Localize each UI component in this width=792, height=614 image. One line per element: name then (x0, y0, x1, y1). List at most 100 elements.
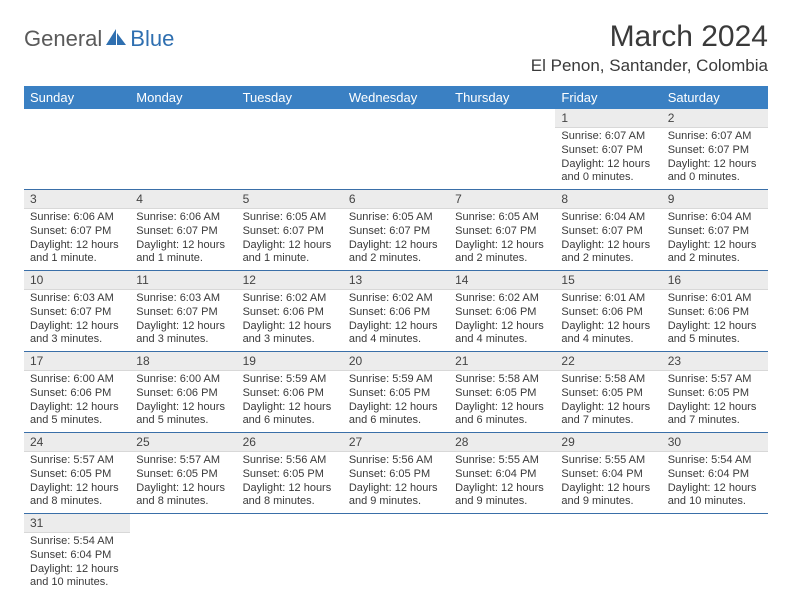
daylight-text: Daylight: 12 hours and 0 minutes. (561, 158, 655, 186)
sunrise-text: Sunrise: 6:01 AM (668, 292, 762, 306)
day-number: 1 (555, 109, 661, 128)
sunrise-text: Sunrise: 6:00 AM (30, 373, 124, 387)
sunset-text: Sunset: 6:06 PM (455, 306, 549, 320)
sunrise-text: Sunrise: 6:07 AM (561, 130, 655, 144)
day-number (555, 514, 661, 532)
sunset-text: Sunset: 6:07 PM (561, 225, 655, 239)
day-number: 26 (237, 433, 343, 452)
calendar-day-cell: 18Sunrise: 6:00 AMSunset: 6:06 PMDayligh… (130, 352, 236, 433)
daylight-text: Daylight: 12 hours and 6 minutes. (349, 401, 443, 429)
day-number (449, 109, 555, 127)
calendar-week-row: 3Sunrise: 6:06 AMSunset: 6:07 PMDaylight… (24, 190, 768, 271)
sunset-text: Sunset: 6:04 PM (30, 549, 124, 563)
weekday-header: Wednesday (343, 86, 449, 109)
sunset-text: Sunset: 6:07 PM (30, 306, 124, 320)
daylight-text: Daylight: 12 hours and 1 minute. (243, 239, 337, 267)
day-number (130, 514, 236, 532)
day-number: 13 (343, 271, 449, 290)
day-number: 22 (555, 352, 661, 371)
calendar-day-cell (343, 109, 449, 190)
day-number (237, 109, 343, 127)
daylight-text: Daylight: 12 hours and 5 minutes. (136, 401, 230, 429)
weekday-header: Tuesday (237, 86, 343, 109)
daylight-text: Daylight: 12 hours and 2 minutes. (455, 239, 549, 267)
daylight-text: Daylight: 12 hours and 1 minute. (30, 239, 124, 267)
day-number: 25 (130, 433, 236, 452)
sunrise-text: Sunrise: 5:57 AM (30, 454, 124, 468)
weekday-header: Saturday (662, 86, 768, 109)
sunrise-text: Sunrise: 6:04 AM (561, 211, 655, 225)
calendar-day-cell (24, 109, 130, 190)
daylight-text: Daylight: 12 hours and 5 minutes. (30, 401, 124, 429)
day-details: Sunrise: 5:57 AMSunset: 6:05 PMDaylight:… (24, 452, 130, 513)
day-number: 6 (343, 190, 449, 209)
sunrise-text: Sunrise: 5:59 AM (243, 373, 337, 387)
daylight-text: Daylight: 12 hours and 9 minutes. (455, 482, 549, 510)
sunrise-text: Sunrise: 5:59 AM (349, 373, 443, 387)
day-details: Sunrise: 6:06 AMSunset: 6:07 PMDaylight:… (24, 209, 130, 270)
daylight-text: Daylight: 12 hours and 3 minutes. (136, 320, 230, 348)
sunrise-text: Sunrise: 5:58 AM (561, 373, 655, 387)
calendar-day-cell: 23Sunrise: 5:57 AMSunset: 6:05 PMDayligh… (662, 352, 768, 433)
daylight-text: Daylight: 12 hours and 3 minutes. (243, 320, 337, 348)
calendar-week-row: 1Sunrise: 6:07 AMSunset: 6:07 PMDaylight… (24, 109, 768, 190)
daylight-text: Daylight: 12 hours and 6 minutes. (243, 401, 337, 429)
daylight-text: Daylight: 12 hours and 0 minutes. (668, 158, 762, 186)
sunset-text: Sunset: 6:07 PM (668, 144, 762, 158)
calendar-day-cell: 11Sunrise: 6:03 AMSunset: 6:07 PMDayligh… (130, 271, 236, 352)
calendar-day-cell: 3Sunrise: 6:06 AMSunset: 6:07 PMDaylight… (24, 190, 130, 271)
logo-text-general: General (24, 26, 102, 52)
sunrise-text: Sunrise: 6:07 AM (668, 130, 762, 144)
day-details: Sunrise: 6:00 AMSunset: 6:06 PMDaylight:… (24, 371, 130, 432)
day-details: Sunrise: 6:02 AMSunset: 6:06 PMDaylight:… (343, 290, 449, 351)
sunrise-text: Sunrise: 6:06 AM (30, 211, 124, 225)
calendar-day-cell: 30Sunrise: 5:54 AMSunset: 6:04 PMDayligh… (662, 433, 768, 514)
day-details: Sunrise: 6:04 AMSunset: 6:07 PMDaylight:… (555, 209, 661, 270)
day-details: Sunrise: 5:59 AMSunset: 6:06 PMDaylight:… (237, 371, 343, 432)
sunrise-text: Sunrise: 6:01 AM (561, 292, 655, 306)
calendar-day-cell: 17Sunrise: 6:00 AMSunset: 6:06 PMDayligh… (24, 352, 130, 433)
day-number: 16 (662, 271, 768, 290)
day-number: 20 (343, 352, 449, 371)
day-number: 5 (237, 190, 343, 209)
calendar-day-cell: 31Sunrise: 5:54 AMSunset: 6:04 PMDayligh… (24, 514, 130, 595)
day-details: Sunrise: 5:57 AMSunset: 6:05 PMDaylight:… (130, 452, 236, 513)
sunset-text: Sunset: 6:05 PM (243, 468, 337, 482)
daylight-text: Daylight: 12 hours and 8 minutes. (30, 482, 124, 510)
calendar-day-cell: 4Sunrise: 6:06 AMSunset: 6:07 PMDaylight… (130, 190, 236, 271)
sunrise-text: Sunrise: 6:05 AM (243, 211, 337, 225)
calendar-day-cell: 22Sunrise: 5:58 AMSunset: 6:05 PMDayligh… (555, 352, 661, 433)
sunrise-text: Sunrise: 6:03 AM (30, 292, 124, 306)
day-number (24, 109, 130, 127)
day-details: Sunrise: 6:05 AMSunset: 6:07 PMDaylight:… (237, 209, 343, 270)
daylight-text: Daylight: 12 hours and 2 minutes. (668, 239, 762, 267)
calendar-day-cell: 29Sunrise: 5:55 AMSunset: 6:04 PMDayligh… (555, 433, 661, 514)
calendar-day-cell: 27Sunrise: 5:56 AMSunset: 6:05 PMDayligh… (343, 433, 449, 514)
sunset-text: Sunset: 6:06 PM (243, 387, 337, 401)
calendar-day-cell: 2Sunrise: 6:07 AMSunset: 6:07 PMDaylight… (662, 109, 768, 190)
day-details: Sunrise: 6:07 AMSunset: 6:07 PMDaylight:… (662, 128, 768, 189)
header-bar: General Blue March 2024 El Penon, Santan… (24, 20, 768, 76)
day-number (343, 514, 449, 532)
calendar-day-cell (449, 109, 555, 190)
day-details: Sunrise: 6:04 AMSunset: 6:07 PMDaylight:… (662, 209, 768, 270)
day-details: Sunrise: 6:05 AMSunset: 6:07 PMDaylight:… (449, 209, 555, 270)
sunset-text: Sunset: 6:07 PM (561, 144, 655, 158)
day-details: Sunrise: 6:02 AMSunset: 6:06 PMDaylight:… (449, 290, 555, 351)
sunrise-text: Sunrise: 5:57 AM (136, 454, 230, 468)
daylight-text: Daylight: 12 hours and 5 minutes. (668, 320, 762, 348)
day-number: 14 (449, 271, 555, 290)
sunrise-text: Sunrise: 5:55 AM (455, 454, 549, 468)
calendar-day-cell (130, 109, 236, 190)
month-title: March 2024 (531, 20, 768, 54)
sunrise-text: Sunrise: 6:00 AM (136, 373, 230, 387)
calendar-week-row: 24Sunrise: 5:57 AMSunset: 6:05 PMDayligh… (24, 433, 768, 514)
weekday-header: Thursday (449, 86, 555, 109)
sunset-text: Sunset: 6:06 PM (668, 306, 762, 320)
day-number: 21 (449, 352, 555, 371)
sunset-text: Sunset: 6:05 PM (455, 387, 549, 401)
sail-icon (106, 29, 128, 52)
sunset-text: Sunset: 6:05 PM (349, 387, 443, 401)
day-details: Sunrise: 6:07 AMSunset: 6:07 PMDaylight:… (555, 128, 661, 189)
day-number: 12 (237, 271, 343, 290)
